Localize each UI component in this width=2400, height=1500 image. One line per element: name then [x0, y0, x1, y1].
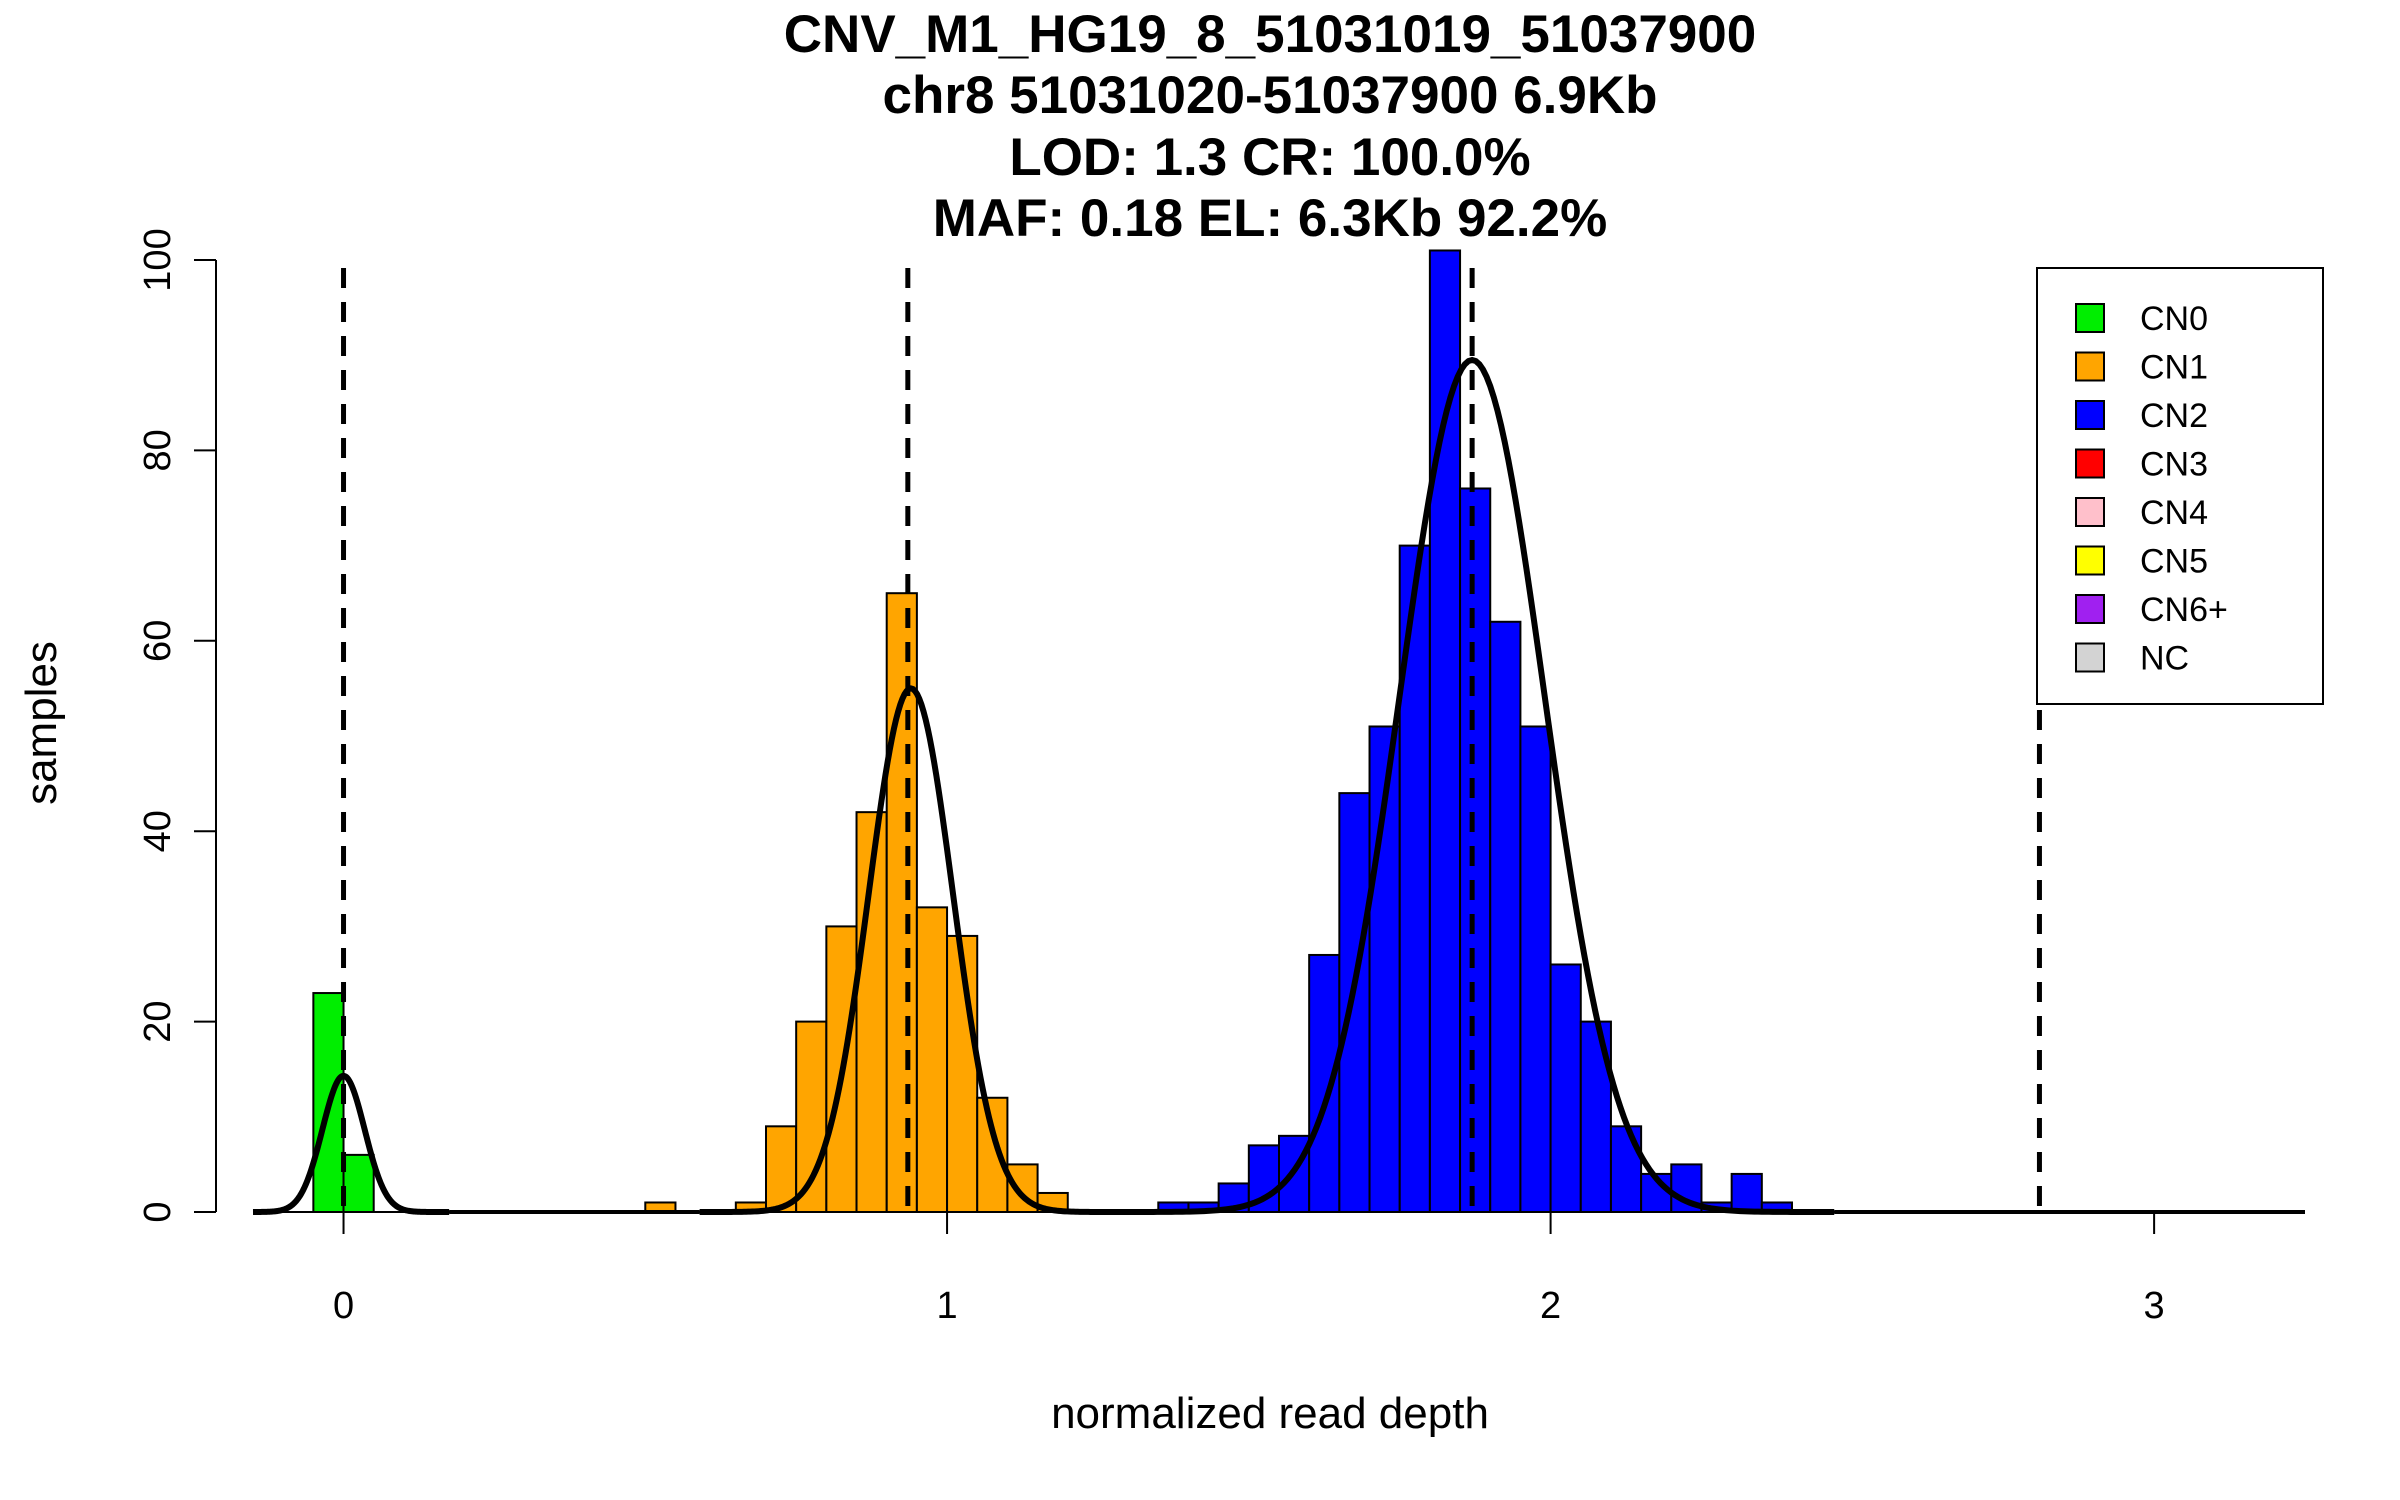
- legend-swatch-cn6plus: [2075, 594, 2105, 624]
- x-tick-label-1: 1: [936, 1285, 957, 1327]
- legend-label-cn5: CN5: [2140, 543, 2208, 581]
- title-line-2: chr8 51031020-51037900 6.9Kb: [883, 66, 1658, 125]
- legend-label-cn6plus: CN6+: [2140, 591, 2228, 629]
- bar-cn2-11: [1489, 620, 1522, 1213]
- chart-title: CNV_M1_HG19_8_51031019_51037900 chr8 510…: [784, 5, 1756, 248]
- y-tick-label-1: 20: [137, 1000, 179, 1042]
- title-line-4: MAF: 0.18 EL: 6.3Kb 92.2%: [933, 189, 1607, 248]
- x-axis-label: normalized read depth: [1051, 1389, 1489, 1438]
- legend: CN0 CN1 CN2 CN3 CN4 CN5 CN6+ NC: [2036, 267, 2324, 705]
- legend-label-nc: NC: [2140, 640, 2189, 678]
- legend-swatch-cn5: [2075, 545, 2105, 576]
- title-line-1: CNV_M1_HG19_8_51031019_51037900: [784, 5, 1756, 64]
- legend-swatch-nc: [2075, 642, 2105, 673]
- bar-cn2-6: [1338, 792, 1371, 1213]
- bar-cn2-13: [1549, 963, 1582, 1213]
- histogram-bars: [312, 249, 1793, 1214]
- bar-cn2-5: [1308, 953, 1341, 1214]
- x-axis: 0 1 2 3: [253, 1211, 2305, 1327]
- legend-label-cn2: CN2: [2140, 397, 2208, 435]
- x-tick-label-3: 3: [2144, 1285, 2165, 1327]
- x-tick-label-0: 0: [333, 1285, 354, 1327]
- bar-cn2-15: [1609, 1125, 1643, 1213]
- bar-cn0-1: [342, 1153, 375, 1214]
- y-tick-label-4: 80: [137, 429, 179, 471]
- fit-curve-2: [1110, 356, 1835, 1215]
- legend-box: [2036, 267, 2324, 705]
- y-tick-label-2: 40: [137, 810, 179, 852]
- legend-swatch-cn4: [2075, 497, 2105, 527]
- copy-number-dashed-lines: [341, 268, 2042, 1212]
- gaussian-fit-curves: [252, 356, 2305, 1215]
- bar-cn2-19: [1730, 1172, 1763, 1214]
- title-line-3: LOD: 1.3 CR: 100.0%: [1009, 128, 1530, 187]
- legend-label-cn0: CN0: [2140, 300, 2208, 338]
- y-tick-label-0: 0: [137, 1201, 179, 1222]
- legend-label-cn1: CN1: [2140, 349, 2208, 387]
- legend-swatch-cn0: [2075, 303, 2105, 333]
- legend-label-cn3: CN3: [2140, 446, 2208, 484]
- legend-swatch-cn2: [2075, 400, 2105, 430]
- bar-cn2-10: [1459, 487, 1492, 1214]
- legend-swatch-cn3: [2075, 448, 2105, 479]
- y-tick-label-3: 60: [137, 620, 179, 662]
- y-axis-label: samples: [17, 641, 66, 805]
- y-axis: 0 20 40 60 80 100: [137, 228, 217, 1223]
- legend-label-cn4: CN4: [2140, 494, 2208, 532]
- y-tick-label-5: 100: [137, 228, 179, 291]
- legend-swatch-cn1: [2075, 351, 2105, 382]
- bar-cn1-7: [915, 906, 949, 1213]
- x-tick-label-2: 2: [1540, 1285, 1561, 1327]
- bar-cn2-12: [1519, 725, 1552, 1213]
- bar-cn2-9: [1428, 249, 1462, 1214]
- fit-curve-1: [699, 685, 1123, 1215]
